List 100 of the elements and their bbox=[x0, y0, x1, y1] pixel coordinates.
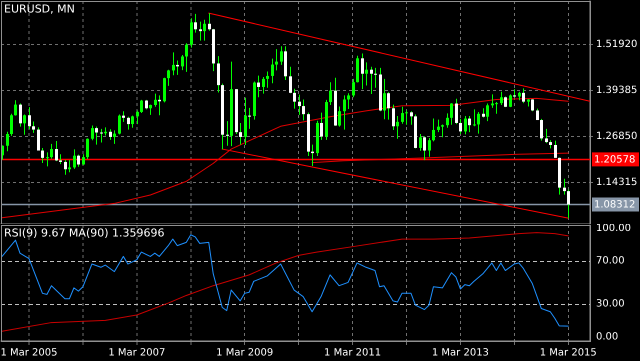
y-tick-label: 1.39385 bbox=[596, 84, 638, 96]
x-tick-label: 1 Mar 2013 bbox=[432, 348, 489, 359]
candlestick bbox=[271, 58, 274, 84]
candlestick bbox=[208, 12, 211, 32]
candlestick bbox=[19, 103, 22, 128]
candlestick bbox=[149, 104, 152, 116]
chart-title: EURUSD, MN bbox=[4, 2, 75, 16]
y-tick-label: 70.00 bbox=[596, 255, 625, 266]
candlestick bbox=[14, 100, 17, 116]
candlestick bbox=[10, 113, 13, 136]
candlestick bbox=[275, 48, 278, 71]
candlestick bbox=[356, 55, 359, 84]
candlestick bbox=[131, 115, 134, 128]
x-tick-label: 1 Mar 2005 bbox=[0, 348, 58, 359]
candlestick bbox=[55, 140, 58, 162]
candlestick bbox=[140, 99, 143, 114]
candlestick bbox=[77, 154, 80, 168]
candlestick bbox=[109, 128, 112, 140]
candlestick bbox=[100, 128, 103, 143]
candlestick bbox=[163, 77, 166, 103]
candlestick bbox=[383, 78, 386, 120]
candlestick bbox=[441, 124, 444, 138]
candlestick bbox=[217, 56, 220, 93]
candlestick bbox=[59, 154, 62, 165]
candlestick bbox=[468, 115, 471, 133]
candlestick bbox=[266, 71, 269, 88]
candlestick bbox=[302, 98, 305, 121]
candlestick bbox=[127, 116, 130, 130]
y-tick-label: 0.00 bbox=[596, 331, 618, 342]
candlestick bbox=[567, 188, 570, 219]
candlestick bbox=[410, 110, 413, 126]
candlestick bbox=[172, 52, 175, 76]
candlestick bbox=[64, 160, 67, 176]
candlestick bbox=[540, 118, 543, 142]
candlestick bbox=[176, 60, 179, 76]
candlestick bbox=[154, 93, 157, 108]
candlestick bbox=[68, 160, 71, 173]
y-tick-label: 1.14315 bbox=[596, 177, 638, 188]
candlestick bbox=[392, 104, 395, 130]
candlestick bbox=[405, 110, 408, 126]
candlestick bbox=[203, 19, 206, 42]
candlestick bbox=[500, 91, 503, 106]
candlestick bbox=[401, 106, 404, 124]
candlestick bbox=[423, 136, 426, 161]
candlestick bbox=[450, 102, 453, 126]
candlestick bbox=[365, 62, 368, 86]
candlestick bbox=[509, 94, 512, 108]
candlestick bbox=[387, 92, 390, 120]
chart-title: RSI(9) 9.67 MA(90) 1.359696 bbox=[4, 226, 165, 240]
candlestick bbox=[50, 143, 53, 160]
y-tick-label: 1.51920 bbox=[596, 38, 638, 50]
candlestick bbox=[86, 138, 89, 160]
candlestick bbox=[298, 94, 301, 116]
candlestick bbox=[428, 138, 431, 158]
candlestick bbox=[167, 69, 170, 86]
candlestick bbox=[352, 78, 355, 98]
candlestick bbox=[343, 94, 346, 130]
candlestick bbox=[338, 106, 341, 128]
candlestick bbox=[239, 122, 242, 146]
x-tick-label: 1 Mar 2007 bbox=[108, 348, 166, 359]
candlestick bbox=[293, 88, 296, 110]
candlestick bbox=[280, 46, 283, 66]
candlestick bbox=[545, 128, 548, 144]
candlestick bbox=[118, 114, 121, 135]
candlestick bbox=[181, 54, 184, 71]
candlestick bbox=[158, 94, 161, 116]
candlestick bbox=[37, 126, 40, 152]
candlestick bbox=[91, 125, 94, 141]
candlestick bbox=[244, 97, 247, 146]
candlestick bbox=[82, 154, 85, 166]
candlestick bbox=[455, 98, 458, 125]
x-tick-label: 1 Mar 2011 bbox=[324, 348, 382, 359]
candlestick bbox=[41, 147, 44, 164]
x-tick-label: 1 Mar 2015 bbox=[540, 348, 597, 359]
candlestick bbox=[6, 131, 9, 152]
candlestick bbox=[370, 66, 373, 94]
candlestick bbox=[136, 110, 139, 125]
candlestick bbox=[477, 111, 480, 134]
y-tick-label: 30.00 bbox=[596, 298, 625, 310]
candlestick bbox=[347, 92, 350, 110]
candlestick bbox=[185, 42, 188, 72]
candlestick bbox=[95, 126, 98, 146]
candlestick bbox=[329, 82, 332, 106]
candlestick bbox=[491, 94, 494, 108]
candlestick bbox=[473, 108, 476, 127]
candlestick bbox=[113, 130, 116, 144]
candlestick bbox=[23, 114, 26, 136]
candlestick bbox=[190, 18, 193, 48]
candlestick bbox=[311, 144, 314, 166]
candlestick bbox=[145, 99, 148, 110]
candlestick bbox=[563, 178, 566, 196]
candlestick bbox=[28, 106, 31, 130]
candlestick bbox=[32, 121, 35, 134]
ref-line-label: 1.08312 bbox=[594, 200, 636, 211]
candlestick bbox=[495, 102, 498, 114]
y-tick-label: 1.26850 bbox=[596, 130, 638, 142]
candlestick bbox=[361, 53, 364, 90]
candlestick bbox=[437, 119, 440, 133]
candlestick bbox=[486, 103, 489, 122]
candlestick bbox=[464, 115, 467, 135]
